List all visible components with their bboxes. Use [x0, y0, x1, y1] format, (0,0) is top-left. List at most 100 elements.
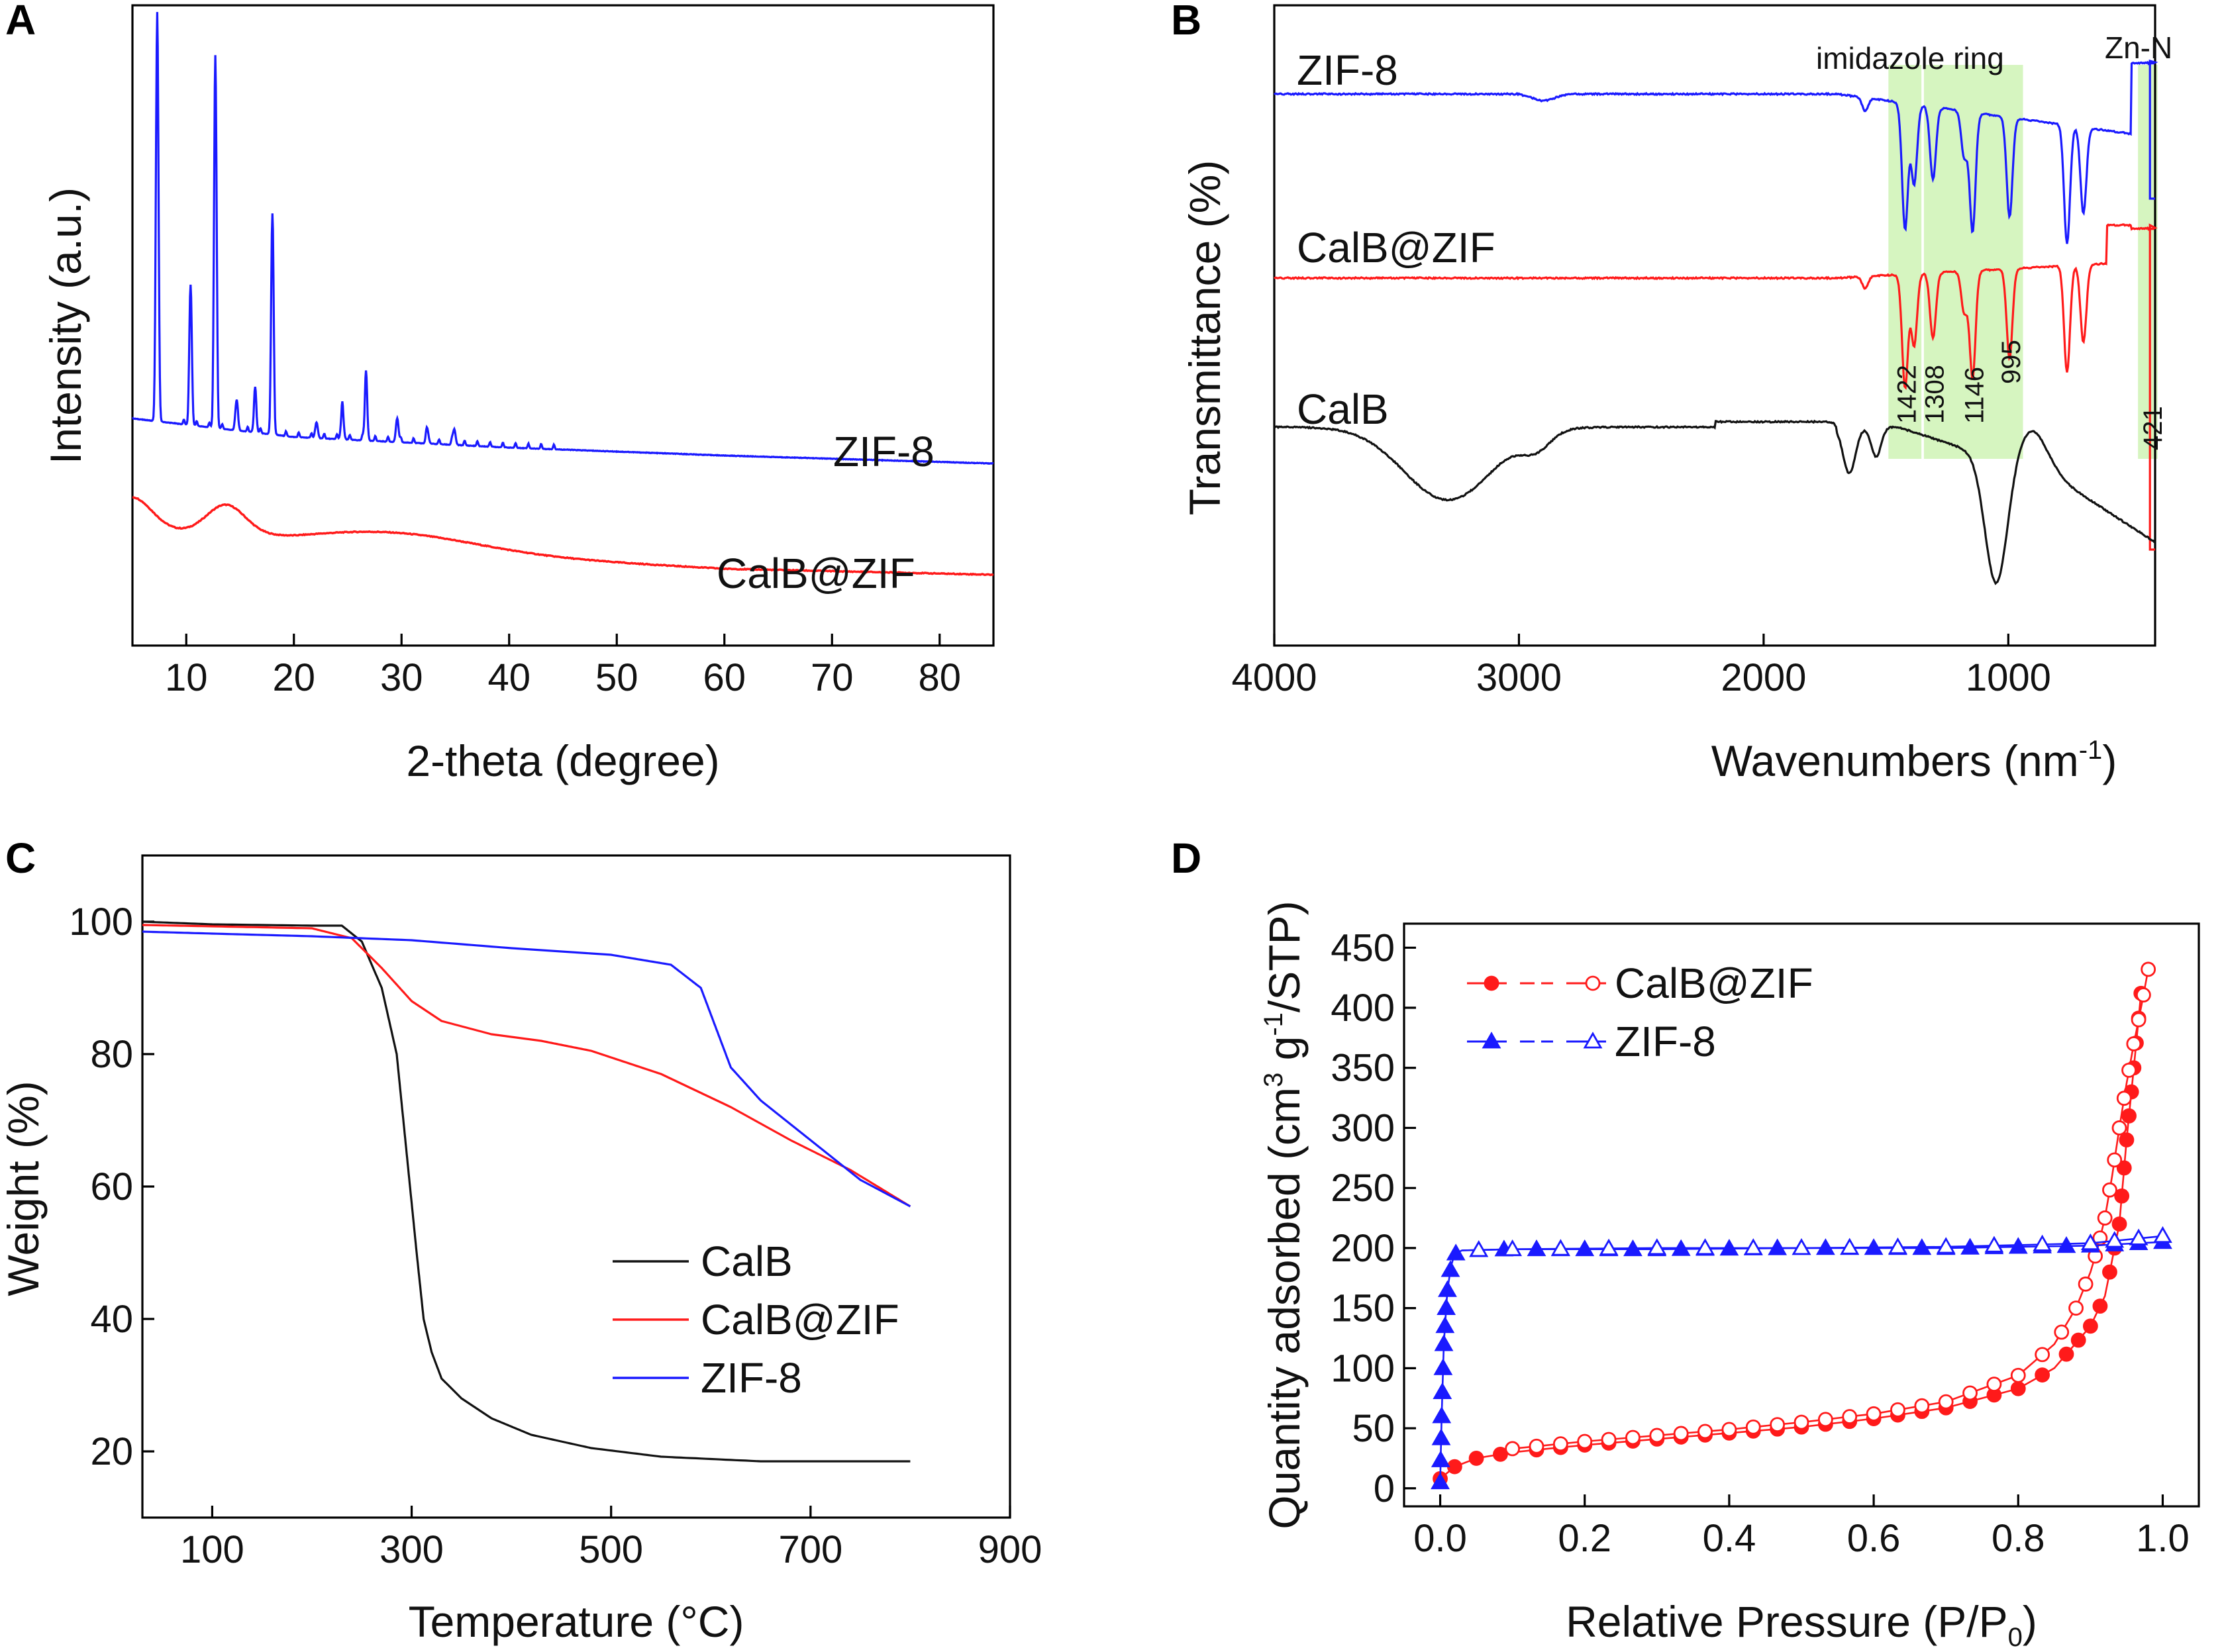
panel-c-ytick-20-label: 20	[90, 1430, 133, 1473]
panel-b-peak-label-995: 995	[1997, 340, 2026, 384]
panel-d-legend-marker-filled-0	[1484, 975, 1499, 991]
panel-b-band-1	[1923, 65, 2023, 459]
panel-d-yticks: 0 50 100 150 200 250 300 350 400 450	[1331, 926, 1416, 1510]
panel-c-line-zif-8	[142, 930, 911, 1208]
panel-d-marker-calbzif-desorption-47	[1673, 1426, 1689, 1441]
panel-d-xtick-0.0-label: 0.0	[1413, 1517, 1467, 1560]
panel-b-peak-label-1422: 1422	[1892, 365, 1921, 424]
panel-d-ytick-50-label: 50	[1352, 1407, 1395, 1450]
panel-d-marker-calbzif-desorption-48	[1649, 1428, 1665, 1443]
panel-c-yticks: 20 40 60 80 100	[69, 900, 154, 1473]
panel-d-marker-calbzif-desorption-16	[2102, 1182, 2117, 1198]
panel-d-marker-calbzif-adsorption-38	[2092, 1298, 2108, 1314]
panel-d-marker-zif8-adsorption-14	[1435, 1316, 1455, 1334]
panel-b-xlabel-sup: -1	[2079, 736, 2103, 765]
panel-d-marker-zif8-adsorption-31	[1446, 1243, 1466, 1261]
panel-a-xtick-10-label: 10	[165, 656, 208, 699]
panel-b-xlabel: Wavenumbers (nm-1)	[1711, 736, 2117, 785]
panel-d-marker-calbzif-desorption-6	[2126, 1036, 2142, 1051]
panel-b: B 4000 3000 2000 1000 imidazole ring Zn-N 1…	[1171, 0, 2172, 785]
panel-d-legend-marker-open-1	[1583, 1032, 1603, 1049]
panel-d-marker-calbzif-desorption-27	[2068, 1300, 2084, 1316]
panel-b-peak-label-421: 421	[2139, 406, 2168, 450]
panel-d-ytick-200-label: 200	[1331, 1227, 1395, 1270]
panel-c-ytick-40-label: 40	[90, 1298, 133, 1341]
panel-d-marker-zif8-desorption-14	[1550, 1239, 1570, 1256]
panel-a-xtick-50-label: 50	[595, 656, 638, 699]
panel-d-marker-calbzif-desorption-44	[1745, 1419, 1761, 1435]
panel-d-marker-zif8-adsorption-4	[1431, 1428, 1451, 1445]
panel-d-ytick-250-label: 250	[1331, 1167, 1395, 1210]
panel-d-ylabel-sup: 3	[1259, 1073, 1288, 1087]
panel-c-series	[142, 920, 911, 1463]
panel-c-tag: C	[5, 834, 36, 882]
panel-d-marker-zif8-desorption-10	[1743, 1238, 1763, 1255]
panel-d-ytick-150-label: 150	[1331, 1287, 1395, 1330]
panel-b-peak-label-1146: 1146	[1960, 367, 1989, 424]
panel-c-line-calb	[142, 920, 911, 1463]
panel-d-marker-calbzif-adsorption-40	[2102, 1264, 2117, 1280]
panel-d-marker-zif8-desorption-5	[1984, 1236, 2004, 1253]
panel-b-xlabel-main: Wavenumbers (nm	[1711, 736, 2079, 785]
panel-d-marker-calbzif-desorption-35	[1962, 1385, 1978, 1401]
panel-a-xtick-80-label: 80	[918, 656, 961, 699]
panel-b-xtick-4000-label: 4000	[1231, 656, 1317, 699]
panel-d-marker-zif8-desorption-2	[2105, 1231, 2125, 1248]
panel-c-xtick-100-label: 100	[180, 1528, 244, 1571]
panel-a-line-calbzif	[132, 496, 994, 577]
panel-d-xtick-0.4-label: 0.4	[1703, 1517, 1756, 1560]
panel-d-marker-zif8-adsorption-18	[1438, 1280, 1457, 1297]
panel-d-marker-zif8-desorption-6	[1936, 1237, 1956, 1254]
panel-c-xlabel: Temperature (°C)	[409, 1597, 744, 1646]
panel-d-marker-calbzif-desorption-54	[1505, 1441, 1521, 1457]
panel-d-marker-calbzif-desorption-36	[1938, 1394, 1954, 1410]
panel-d-marker-calbzif-desorption-51	[1577, 1433, 1593, 1449]
panel-d-marker-zif8-adsorption-2	[1431, 1450, 1450, 1467]
panel-a-xticks: 10 20 30 40 50 60 70 80	[165, 634, 961, 699]
panel-d-ylabel-main: Quantity adsorbed (cm	[1260, 1087, 1309, 1530]
panel-d-marker-zif8-adsorption-10	[1433, 1358, 1453, 1375]
panel-d-ytick-350-label: 350	[1331, 1047, 1395, 1090]
panel-b-band-label-imidazole: imidazole ring	[1816, 41, 2004, 75]
panel-d-legend-label-0: CalB@ZIF	[1615, 959, 1813, 1007]
panel-d-marker-calbzif-desorption-2	[2135, 987, 2151, 1003]
panel-a-series	[132, 12, 994, 577]
panel-b-frame	[1273, 4, 2156, 647]
panel-c-legend: CalB CalB@ZIF ZIF-8	[613, 1238, 899, 1402]
panel-d-marker-calbzif-desorption-45	[1721, 1422, 1737, 1437]
panel-d-ylabel-sup2: -1	[1259, 1012, 1288, 1036]
panel-d-marker-calbzif-desorption-38	[1890, 1402, 1905, 1418]
panel-b-series	[1274, 59, 2158, 585]
panel-d-marker-calbzif-desorption-49	[1625, 1430, 1641, 1445]
panel-c-ytick-80-label: 80	[90, 1033, 133, 1076]
panel-d-marker-calbzif-desorption-50	[1601, 1432, 1617, 1447]
panel-d-marker-zif8-desorption-4	[2033, 1234, 2052, 1251]
panel-c-legend-label-1: CalB@ZIF	[701, 1296, 899, 1343]
panel-d-marker-calbzif-desorption-43	[1770, 1417, 1786, 1433]
panel-d-marker-calbzif-desorption-53	[1529, 1438, 1544, 1454]
panel-a-tag: A	[5, 0, 36, 44]
panel-d-marker-calbzif-adsorption-6	[1468, 1451, 1484, 1466]
panel-d-marker-calbzif-adsorption-46	[2121, 1108, 2137, 1124]
panel-c-line-calbzif	[142, 924, 911, 1208]
panel-d-ylabel-end: /STP)	[1260, 900, 1309, 1012]
panel-b-xtick-1000-label: 1000	[1966, 656, 2051, 699]
panel-d-marker-calbzif-adsorption-3	[1446, 1459, 1462, 1475]
panel-d-marker-zif8-adsorption-8	[1433, 1382, 1452, 1400]
panel-d-ytick-450-label: 450	[1331, 926, 1395, 969]
panel-b-band-label-znn: Zn-N	[2105, 30, 2172, 65]
panel-d-legend-marker-filled-1	[1482, 1032, 1501, 1049]
panel-d-legend-marker-open-0	[1585, 975, 1601, 991]
panel-d-marker-calbzif-adsorption-8	[1493, 1446, 1508, 1462]
panel-b-label-zif8: ZIF-8	[1297, 46, 1398, 94]
panel-d-marker-zif8-adsorption-6	[1432, 1406, 1452, 1424]
panel-d-marker-calbzif-desorption-12	[2111, 1120, 2127, 1136]
panel-d-marker-calbzif-desorption-40	[1842, 1409, 1858, 1424]
panel-b-xlabel-end: )	[2102, 736, 2117, 785]
panel-b-xtick-3000-label: 3000	[1476, 656, 1562, 699]
panel-b-line-calb	[1274, 419, 2156, 585]
panel-d-marker-zif8-desorption-1	[2129, 1228, 2148, 1245]
panel-c-xtick-900-label: 900	[978, 1528, 1042, 1571]
panel-d-xtick-0.2-label: 0.2	[1558, 1517, 1611, 1560]
